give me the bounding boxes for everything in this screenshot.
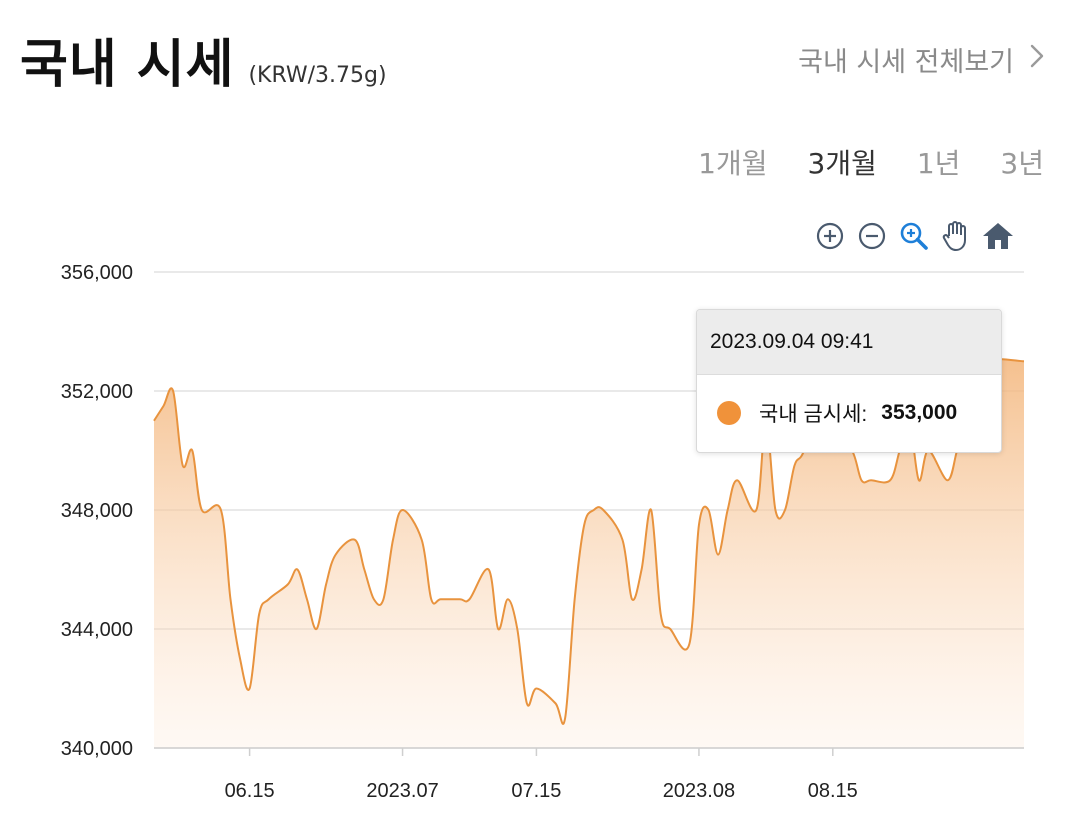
x-tick-label: 06.15	[225, 780, 275, 802]
chart-toolbar	[812, 218, 1016, 254]
page-title: 국내 시세	[20, 35, 235, 95]
x-tick-label: 2023.08	[663, 780, 735, 802]
x-tick-label: 07.15	[511, 780, 561, 802]
y-tick-label: 356,000	[61, 262, 133, 284]
reset-home-icon[interactable]	[980, 218, 1016, 254]
y-axis: 340,000 344,000 348,000 352,000 356,000	[61, 262, 133, 760]
unit-label: (KRW/3.75g)	[248, 63, 387, 88]
tooltip-value: 353,000	[881, 401, 958, 424]
x-tick-label: 08.15	[808, 780, 858, 802]
y-tick-label: 352,000	[61, 381, 133, 403]
chart-tooltip: 2023.09.04 09:41 국내 금시세: 353,000	[696, 309, 1002, 453]
price-chart: 340,000 344,000 348,000 352,000 356,000 06.1…	[61, 262, 1025, 802]
chart-area	[153, 358, 1025, 749]
header: 국내 시세 (KRW/3.75g)	[20, 22, 387, 97]
y-tick-label: 348,000	[61, 500, 133, 522]
tab-1-month[interactable]: 1개월	[698, 147, 768, 180]
tab-3-months[interactable]: 3개월	[807, 147, 877, 180]
chevron-right-icon	[1030, 44, 1044, 75]
pan-hand-icon[interactable]	[938, 218, 974, 254]
view-all-label: 국내 시세 전체보기	[798, 47, 1014, 78]
tooltip-datetime: 2023.09.04 09:41	[697, 310, 1001, 375]
tab-3-years[interactable]: 3년	[1000, 147, 1044, 180]
selection-zoom-icon[interactable]	[896, 218, 932, 254]
x-tick-label: 2023.07	[366, 780, 438, 802]
tooltip-body: 국내 금시세: 353,000	[697, 375, 1001, 451]
tab-1-year[interactable]: 1년	[916, 147, 961, 180]
view-all-link[interactable]: 국내 시세 전체보기	[798, 40, 1044, 79]
series-dot-icon	[717, 401, 741, 425]
zoom-out-icon[interactable]	[854, 218, 890, 254]
zoom-in-icon[interactable]	[812, 218, 848, 254]
x-axis: 06.15 2023.07 07.15 2023.08 08.15	[225, 748, 858, 802]
y-tick-label: 344,000	[61, 619, 133, 641]
series-area-fill	[154, 359, 1024, 748]
y-tick-label: 340,000	[61, 738, 133, 760]
tooltip-series-label: 국내 금시세:	[759, 403, 868, 426]
series-line	[153, 358, 1025, 725]
period-tabs: 1개월 3개월 1년 3년	[658, 142, 1044, 182]
